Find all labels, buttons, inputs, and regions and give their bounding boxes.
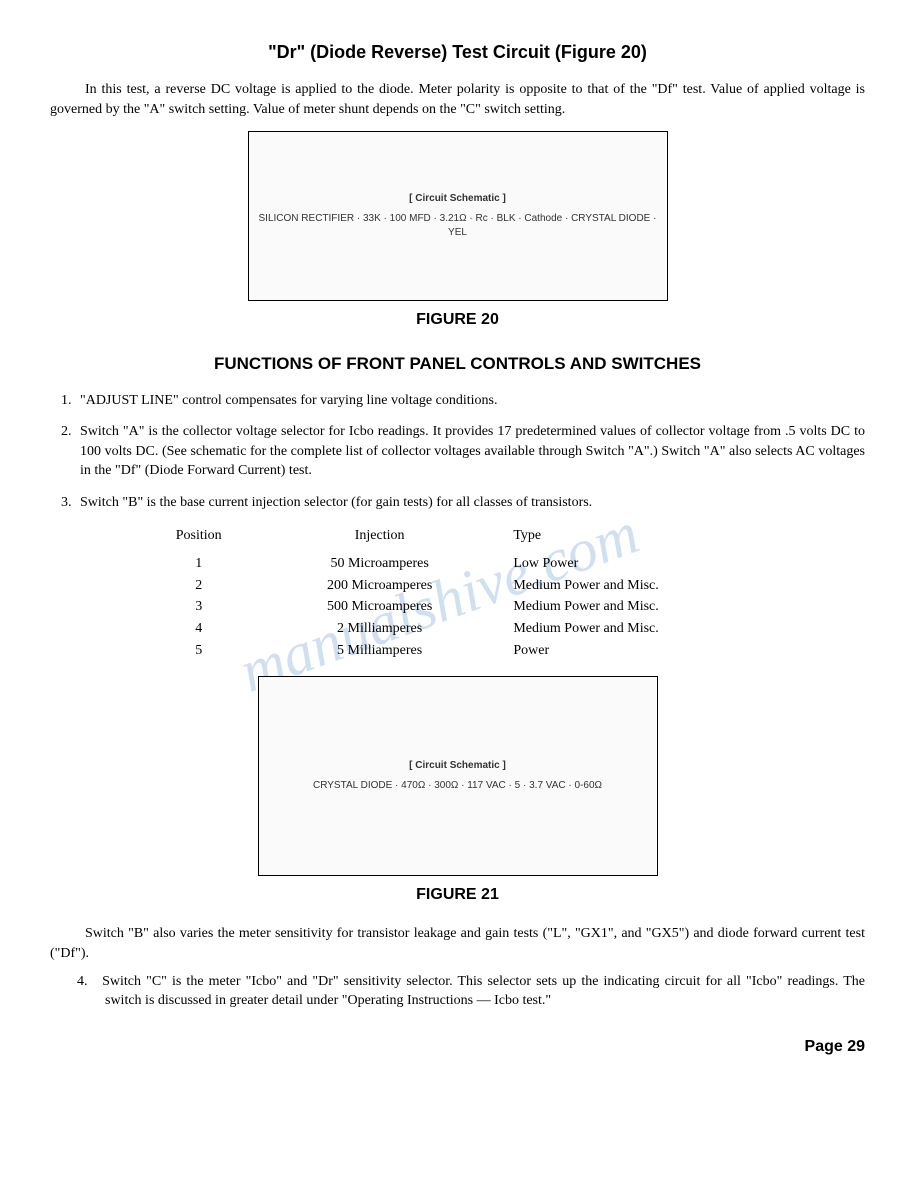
- cell-injection: 500 Microamperes: [266, 596, 493, 618]
- cell-injection: 50 Microamperes: [266, 553, 493, 575]
- cell-injection: 5 Milliamperes: [266, 640, 493, 662]
- page-number: Page 29: [50, 1036, 865, 1058]
- section-heading: FUNCTIONS OF FRONT PANEL CONTROLS AND SW…: [50, 352, 865, 376]
- paragraph-switch-b: Switch "B" also varies the meter sensiti…: [50, 924, 865, 963]
- figure-21-container: [ Circuit Schematic ] CRYSTAL DIODE · 47…: [50, 676, 865, 876]
- cell-type: Low Power: [493, 553, 783, 575]
- cell-type: Power: [493, 640, 783, 662]
- cell-position: 1: [132, 553, 266, 575]
- injection-table-wrap: Position Injection Type 150 Microamperes…: [50, 525, 865, 662]
- figure-20-caption: FIGURE 20: [50, 309, 865, 331]
- cell-position: 3: [132, 596, 266, 618]
- table-row: 42 MilliamperesMedium Power and Misc.: [132, 618, 784, 640]
- cell-position: 5: [132, 640, 266, 662]
- th-type: Type: [493, 525, 783, 554]
- cell-type: Medium Power and Misc.: [493, 575, 783, 597]
- list-item-3: Switch "B" is the base current injection…: [75, 493, 865, 513]
- figure-20-labels: SILICON RECTIFIER · 33K · 100 MFD · 3.21…: [259, 212, 657, 240]
- main-title: "Dr" (Diode Reverse) Test Circuit (Figur…: [50, 40, 865, 65]
- cell-position: 2: [132, 575, 266, 597]
- paragraph-intro: In this test, a reverse DC voltage is ap…: [50, 80, 865, 119]
- cell-injection: 200 Microamperes: [266, 575, 493, 597]
- th-injection: Injection: [266, 525, 493, 554]
- th-position: Position: [132, 525, 266, 554]
- figure-20-container: [ Circuit Schematic ] SILICON RECTIFIER …: [50, 131, 865, 301]
- figure-20-diagram: [ Circuit Schematic ] SILICON RECTIFIER …: [248, 131, 668, 301]
- injection-table: Position Injection Type 150 Microamperes…: [132, 525, 784, 662]
- cell-type: Medium Power and Misc.: [493, 618, 783, 640]
- figure-21-caption: FIGURE 21: [50, 884, 865, 906]
- cell-type: Medium Power and Misc.: [493, 596, 783, 618]
- table-row: 55 MilliamperesPower: [132, 640, 784, 662]
- list-item-4: 4. Switch "C" is the meter "Icbo" and "D…: [105, 972, 865, 1011]
- table-row: 3500 MicroamperesMedium Power and Misc.: [132, 596, 784, 618]
- figure-21-labels: CRYSTAL DIODE · 470Ω · 300Ω · 117 VAC · …: [313, 779, 602, 793]
- controls-list: "ADJUST LINE" control compensates for va…: [50, 391, 865, 513]
- list-item-1: "ADJUST LINE" control compensates for va…: [75, 391, 865, 411]
- list-item-2: Switch "A" is the collector voltage sele…: [75, 422, 865, 481]
- cell-injection: 2 Milliamperes: [266, 618, 493, 640]
- table-row: 150 MicroamperesLow Power: [132, 553, 784, 575]
- list-item-4-text: Switch "C" is the meter "Icbo" and "Dr" …: [102, 974, 865, 1009]
- figure-21-diagram: [ Circuit Schematic ] CRYSTAL DIODE · 47…: [258, 676, 658, 876]
- table-row: 2200 MicroamperesMedium Power and Misc.: [132, 575, 784, 597]
- cell-position: 4: [132, 618, 266, 640]
